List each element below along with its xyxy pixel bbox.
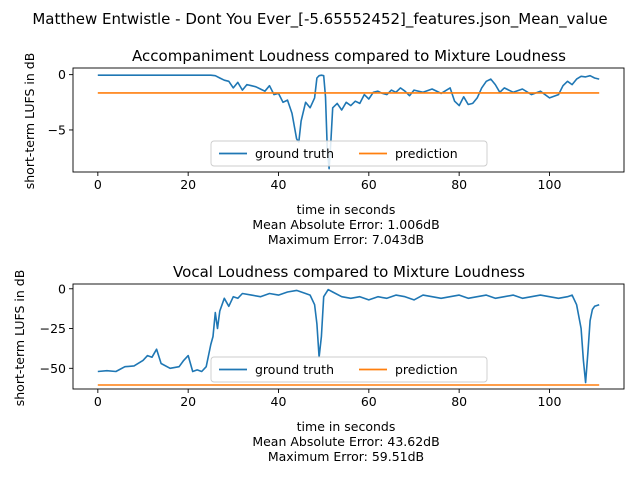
chart-vocal: Vocal Loudness compared to Mixture Loudn… bbox=[12, 263, 625, 464]
chart1-title: Accompaniment Loudness compared to Mixtu… bbox=[132, 47, 566, 65]
chart2-legend-label: ground truth bbox=[255, 362, 334, 377]
chart1-ytick-label: 0 bbox=[58, 67, 66, 82]
chart2-series-ground-truth bbox=[97, 288, 600, 384]
chart2-ytick-label: 0 bbox=[58, 281, 66, 296]
chart1-mae: Mean Absolute Error: 1.006dB bbox=[252, 217, 439, 232]
chart2-xtick-label: 80 bbox=[451, 394, 467, 409]
chart2-mae: Mean Absolute Error: 43.62dB bbox=[252, 434, 439, 449]
chart1-xtick-label: 40 bbox=[271, 177, 287, 192]
chart-accompaniment: Accompaniment Loudness compared to Mixtu… bbox=[22, 47, 625, 247]
chart1-xtick-label: 0 bbox=[94, 177, 102, 192]
chart1-plot-area: 0 20 40 60 80 100 0 −5 ground truth prediction bbox=[48, 67, 625, 192]
chart2-xtick-label: 20 bbox=[180, 394, 196, 409]
chart2-legend-box bbox=[210, 356, 488, 383]
chart1-ytick-label: −5 bbox=[48, 122, 66, 137]
chart1-series-ground-truth bbox=[97, 74, 600, 170]
chart2-legend: ground truth prediction bbox=[210, 356, 488, 383]
chart2-xtick-label: 0 bbox=[94, 394, 102, 409]
chart2-xtick-label: 100 bbox=[538, 394, 562, 409]
chart1-xlabel: time in seconds bbox=[297, 202, 396, 217]
chart2-ytick-label: −25 bbox=[40, 321, 66, 336]
chart1-xtick-label: 100 bbox=[538, 177, 562, 192]
chart2-max-error: Maximum Error: 59.51dB bbox=[268, 449, 424, 464]
chart1-xtick-label: 80 bbox=[451, 177, 467, 192]
chart1-legend-label: prediction bbox=[395, 146, 458, 161]
chart1-legend-box bbox=[210, 140, 488, 167]
chart1-series-group bbox=[97, 74, 600, 170]
chart2-xtick-label: 60 bbox=[361, 394, 377, 409]
chart1-max-error: Maximum Error: 7.043dB bbox=[268, 232, 424, 247]
chart1-xtick-label: 60 bbox=[361, 177, 377, 192]
chart2-xtick-label: 40 bbox=[271, 394, 287, 409]
figure-suptitle: Matthew Entwistle - Dont You Ever_[-5.65… bbox=[32, 10, 607, 29]
chart1-legend: ground truth prediction bbox=[210, 140, 488, 167]
chart1-axes-frame bbox=[72, 67, 625, 173]
chart1-ylabel: short-term LUFS in dB bbox=[22, 53, 37, 190]
chart2-plot-area: 0 20 40 60 80 100 0 −25 −50 ground truth predictio… bbox=[40, 281, 625, 409]
chart2-ylabel: short-term LUFS in dB bbox=[12, 270, 27, 407]
chart2-ytick-label: −50 bbox=[40, 361, 66, 376]
chart2-title: Vocal Loudness compared to Mixture Loudn… bbox=[173, 263, 525, 281]
chart1-legend-label: ground truth bbox=[255, 146, 334, 161]
chart2-xlabel: time in seconds bbox=[297, 419, 396, 434]
chart1-xtick-label: 20 bbox=[180, 177, 196, 192]
chart2-series-group bbox=[97, 288, 600, 386]
chart2-axes-frame bbox=[72, 283, 625, 390]
chart2-legend-label: prediction bbox=[395, 362, 458, 377]
